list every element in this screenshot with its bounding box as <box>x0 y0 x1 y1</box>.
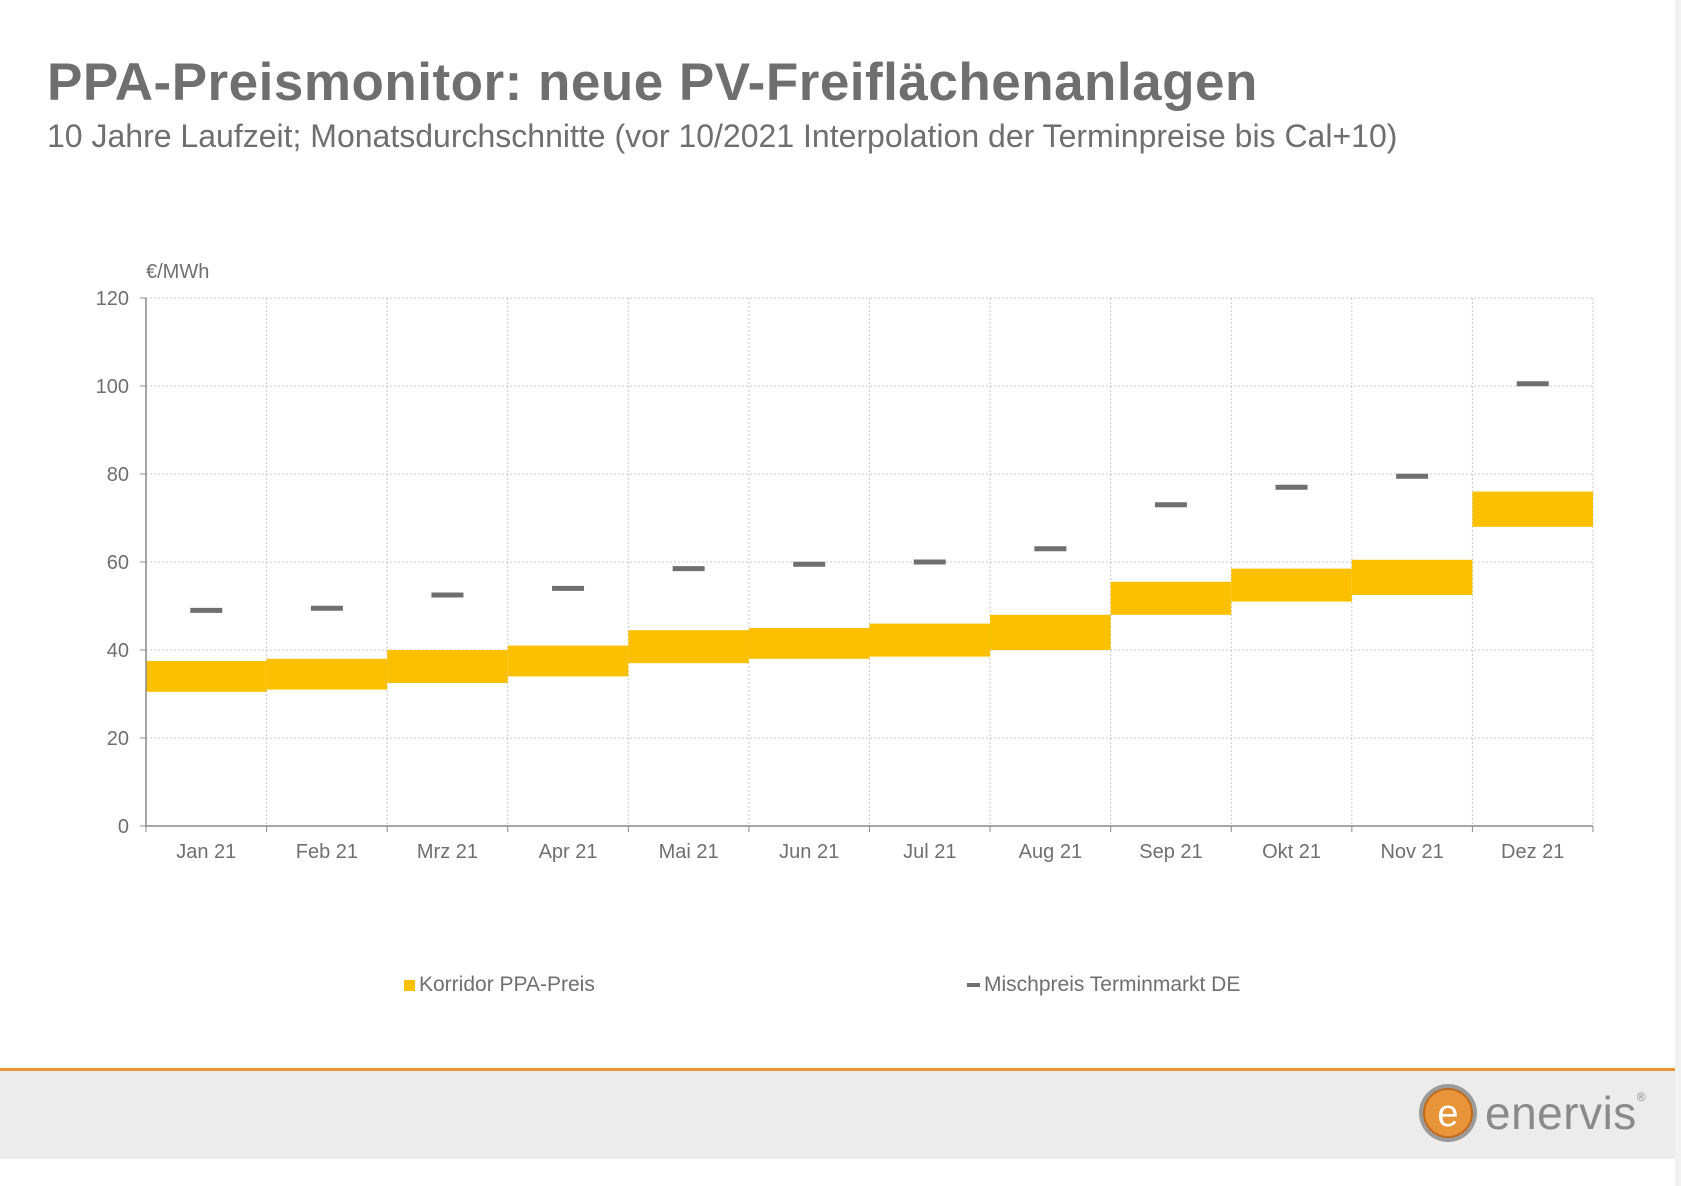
legend-item-marker: Mischpreis Terminmarkt DE <box>967 973 1240 997</box>
y-tick-label: 60 <box>107 552 129 574</box>
corridor-bar <box>266 658 388 690</box>
y-axis-label: €/MWh <box>146 261 209 283</box>
corridor-bar <box>1231 568 1352 602</box>
y-tick-label: 40 <box>107 640 129 662</box>
x-tick-label: Jun 21 <box>779 841 839 863</box>
footer-divider <box>0 1068 1675 1071</box>
x-tick-label: Jan 21 <box>176 841 236 863</box>
corridor-bar <box>1351 559 1473 595</box>
footer-bar <box>0 1071 1675 1159</box>
corridor-bar <box>1472 491 1593 527</box>
x-tick-label: Jul 21 <box>903 841 956 863</box>
enervis-logo-icon: e <box>1419 1084 1477 1142</box>
logo-wordmark: enervis <box>1485 1087 1637 1139</box>
corridor-bar <box>628 630 749 664</box>
x-tick-label: Okt 21 <box>1262 841 1321 863</box>
x-tick-label: Feb 21 <box>296 841 358 863</box>
logo-registered: ® <box>1636 1090 1646 1104</box>
corridor-bar <box>387 650 508 683</box>
x-tick-label: Sep 21 <box>1139 841 1202 863</box>
y-tick-label: 120 <box>96 288 129 310</box>
chart-subtitle: 10 Jahre Laufzeit; Monatsdurchschnitte (… <box>47 118 1398 154</box>
x-tick-label: Dez 21 <box>1501 841 1564 863</box>
y-tick-label: 20 <box>107 728 129 750</box>
logo-mark: e <box>1437 1093 1458 1135</box>
x-tick-label: Mrz 21 <box>417 841 478 863</box>
x-tick-label: Mai 21 <box>659 841 719 863</box>
y-tick-label: 0 <box>118 816 129 838</box>
enervis-logo: e enervis ® <box>1417 1082 1646 1144</box>
x-tick-label: Aug 21 <box>1019 841 1082 863</box>
legend-swatch-corridor <box>404 979 415 991</box>
corridor-bar <box>1110 581 1232 615</box>
legend-item-corridor: Korridor PPA-Preis <box>404 973 595 997</box>
legend-label-corridor: Korridor PPA-Preis <box>419 973 595 996</box>
corridor-bar <box>146 661 267 692</box>
corridor-bar <box>869 623 991 657</box>
x-tick-label: Apr 21 <box>539 841 598 863</box>
corridor-bar <box>507 645 629 677</box>
corridor-bar <box>990 614 1111 650</box>
legend-label-marker: Mischpreis Terminmarkt DE <box>984 973 1241 996</box>
x-tick-label: Nov 21 <box>1380 841 1443 863</box>
y-tick-label: 80 <box>107 464 129 486</box>
corridor-bar <box>748 628 870 659</box>
legend-swatch-marker <box>967 983 980 987</box>
y-tick-label: 100 <box>96 376 129 398</box>
page-edge <box>1675 0 1681 1186</box>
chart-title: PPA-Preismonitor: neue PV-Freiflächenanl… <box>47 53 1258 112</box>
ppa-price-chart: 0 20 40 60 80 100 120 €/MWh Jan 21 Feb 21 Mrz 21 Ap… <box>96 261 1594 863</box>
